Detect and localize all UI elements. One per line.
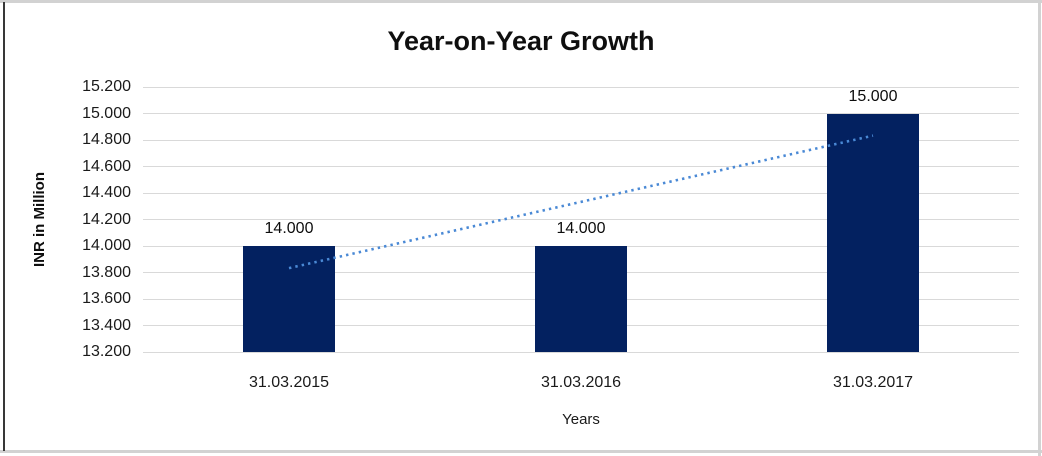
figure-border-left <box>3 2 5 451</box>
bar-data-label: 14.000 <box>556 220 606 237</box>
gridline <box>143 113 1019 114</box>
y-axis-tick-label: 14.600 <box>82 157 131 175</box>
bar-data-label: 15.000 <box>848 87 898 105</box>
y-axis-tick-label: 13.800 <box>82 263 131 281</box>
y-axis-tick-label: 13.400 <box>82 316 131 334</box>
gridline <box>143 351 1019 353</box>
bar <box>827 113 919 352</box>
y-axis-tick-label: 14.200 <box>82 210 131 228</box>
bar <box>243 246 335 352</box>
y-axis-tick-label: 15.000 <box>82 104 131 122</box>
y-axis-tick-label: 15.200 <box>82 78 131 95</box>
y-axis-tick-label: 13.200 <box>82 343 131 360</box>
x-axis-tick-label: 31.03.2017 <box>832 374 914 391</box>
y-axis-tick-label: 13.600 <box>82 290 131 307</box>
bar <box>535 246 627 352</box>
gridline <box>143 86 1019 88</box>
figure-border-bottom <box>0 450 1042 453</box>
bar-data-label: 14.000 <box>264 220 314 237</box>
y-axis-tick-label: 14.400 <box>82 184 131 201</box>
y-axis-tick-label: 14.800 <box>82 131 131 148</box>
x-axis-tick-label: 31.03.2016 <box>540 374 622 391</box>
figure-border-top <box>0 0 1042 3</box>
chart-title: Year-on-Year Growth <box>387 26 655 56</box>
x-axis-title: Years <box>562 411 600 428</box>
figure-border-right <box>1038 0 1041 456</box>
x-axis-tick-label: 31.03.2015 <box>248 374 330 391</box>
y-axis-tick-label: 14.000 <box>82 237 131 254</box>
